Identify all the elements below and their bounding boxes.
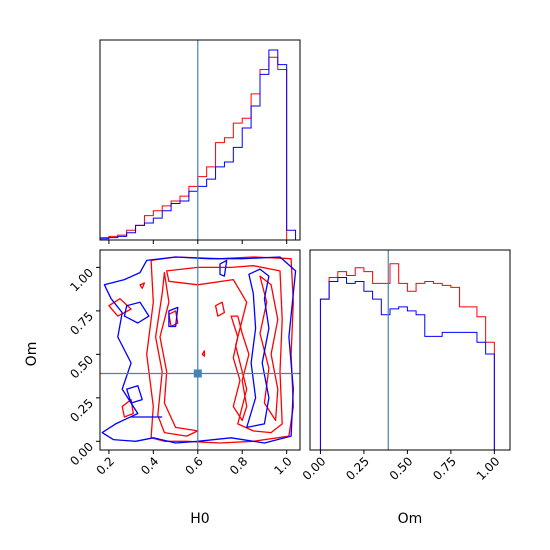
joint-y-tick-label-0: 0.00	[67, 440, 96, 469]
joint-truth-marker	[193, 369, 202, 378]
joint-contours	[101, 256, 297, 444]
y-axis-title-om: Om	[24, 342, 40, 367]
contour-series-0-level-6	[121, 398, 134, 418]
om-histogram-frame	[309, 249, 511, 451]
contour-series-0-level-3	[230, 315, 250, 422]
contour-series-1-level-5	[219, 259, 228, 277]
om-x-tick-label-0: 0.00	[300, 454, 329, 483]
contour-series-0-level-7	[168, 310, 179, 328]
om-x-tick-label-3: 0.75	[430, 454, 459, 483]
contour-series-1-level-3	[126, 385, 143, 404]
h0-histogram-panel	[99, 39, 301, 244]
joint-x-tick-label-3: 0.8	[227, 454, 250, 477]
om-histogram-panel: 0.00 0.25 0.50 0.75 1.00	[300, 249, 511, 483]
joint-x-tick-label-1: 0.4	[138, 454, 161, 477]
contour-series-1-level-0	[101, 256, 297, 444]
contour-series-1-level-2	[123, 301, 150, 324]
contour-series-0-level-9	[139, 282, 146, 289]
joint-x-tick-label-2: 0.6	[182, 454, 205, 477]
joint-frame	[99, 249, 301, 451]
h0-histogram-frame	[99, 39, 301, 241]
x-axis-title-om: Om	[398, 511, 423, 527]
joint-y-tick-label-1: 0.25	[67, 396, 96, 425]
x-axis-title-h0: H0	[190, 511, 209, 527]
contour-series-1-level-4	[168, 306, 179, 328]
contour-series-0-level-0	[146, 256, 294, 444]
contour-series-0-level-2	[154, 271, 199, 437]
contour-series-0-level-1	[166, 265, 283, 434]
joint-y-tick-label-3: 0.75	[67, 309, 96, 338]
contour-series-0-level-10	[201, 350, 206, 357]
contour-series-0-level-8	[214, 301, 226, 317]
om-histogram-series-1	[319, 277, 495, 450]
contour-series-0-level-5	[108, 298, 132, 317]
joint-y-tick-label-4: 1.00	[67, 266, 96, 295]
om-x-tick-label-4: 1.00	[474, 454, 503, 483]
joint-x-tick-label-4: 1.0	[271, 454, 294, 477]
joint-x-tick-label-0: 0.2	[94, 454, 117, 477]
h0-om-contour-panel: 0.2 0.4 0.6 0.8 1.0 0.00 0.25 0.50 0.75 1.00	[67, 249, 301, 478]
contour-series-0-level-4	[259, 275, 279, 422]
om-histogram-series-0	[319, 263, 495, 450]
om-x-tick-label-1: 0.25	[343, 454, 372, 483]
contour-series-1-level-1	[246, 268, 270, 429]
om-x-tick-label-2: 0.50	[387, 454, 416, 483]
joint-y-tick-label-2: 0.50	[67, 353, 96, 382]
